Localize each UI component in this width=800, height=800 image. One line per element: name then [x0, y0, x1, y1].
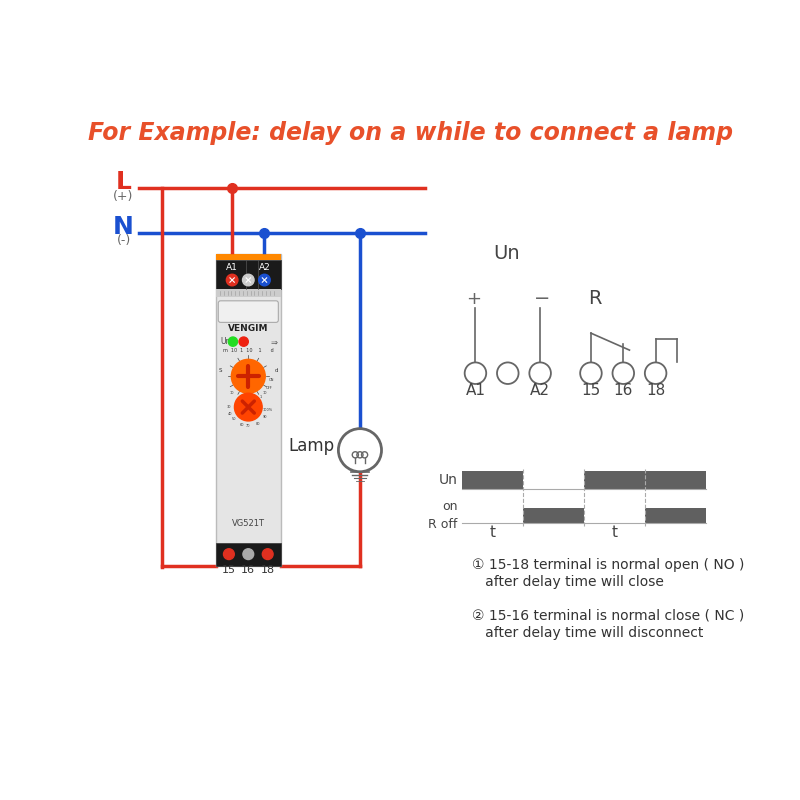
Text: 60: 60	[239, 423, 244, 427]
Text: −: −	[534, 289, 550, 308]
Text: Un: Un	[221, 337, 231, 346]
Text: Un: Un	[439, 473, 458, 487]
Circle shape	[223, 549, 234, 559]
Text: For Example: delay on a while to connect a lamp: For Example: delay on a while to connect…	[87, 121, 733, 145]
Text: 100%: 100%	[262, 409, 272, 413]
Circle shape	[226, 274, 238, 286]
Text: ON: ON	[269, 378, 274, 382]
Text: R off: R off	[428, 518, 458, 531]
Circle shape	[262, 549, 273, 559]
Text: after delay time will disconnect: after delay time will disconnect	[472, 626, 703, 640]
Circle shape	[228, 337, 238, 346]
Text: ⇒: ⇒	[271, 337, 278, 346]
Circle shape	[231, 359, 266, 394]
Text: 40: 40	[228, 412, 233, 416]
Text: A2: A2	[258, 263, 270, 272]
Bar	[646, 508, 706, 523]
Text: 15: 15	[582, 382, 601, 398]
Text: 15: 15	[222, 566, 236, 575]
Bar	[462, 471, 523, 489]
Text: 10: 10	[263, 391, 267, 395]
Bar	[216, 254, 281, 566]
Text: Un: Un	[493, 244, 519, 263]
FancyBboxPatch shape	[218, 301, 278, 322]
Text: +: +	[466, 290, 482, 307]
Text: VENGIM: VENGIM	[228, 324, 269, 333]
Text: after delay time will close: after delay time will close	[472, 575, 663, 589]
Text: Lamp: Lamp	[289, 438, 334, 455]
Text: A1: A1	[226, 263, 238, 272]
Bar	[216, 254, 281, 260]
Text: t: t	[489, 525, 495, 540]
Bar	[216, 260, 281, 290]
Text: OFF: OFF	[266, 386, 272, 390]
Circle shape	[258, 274, 270, 286]
Text: 10: 10	[248, 398, 253, 402]
Text: (+): (+)	[114, 190, 134, 202]
Bar	[584, 471, 706, 489]
Text: 80: 80	[256, 422, 260, 426]
Text: d: d	[275, 369, 278, 374]
Circle shape	[243, 549, 254, 559]
Text: 18: 18	[646, 382, 666, 398]
Text: 16: 16	[614, 382, 633, 398]
Text: 1: 1	[259, 395, 262, 399]
Text: S: S	[218, 369, 222, 374]
Text: 70: 70	[246, 424, 250, 428]
Text: 18: 18	[261, 566, 274, 575]
Text: VG521T: VG521T	[232, 518, 265, 528]
Bar	[523, 508, 584, 523]
Text: 90: 90	[262, 414, 267, 418]
Text: 30: 30	[227, 405, 231, 409]
Bar	[216, 542, 281, 566]
Text: on: on	[442, 500, 458, 513]
Text: t: t	[612, 525, 618, 540]
Text: ① 15-18 terminal is normal open ( NO ): ① 15-18 terminal is normal open ( NO )	[472, 558, 744, 572]
Text: (-): (-)	[117, 234, 130, 247]
Text: A2: A2	[530, 382, 550, 398]
Text: 16: 16	[242, 566, 255, 575]
Text: L: L	[116, 170, 131, 194]
Text: A1: A1	[466, 382, 486, 398]
Text: ② 15-16 terminal is normal close ( NC ): ② 15-16 terminal is normal close ( NC )	[472, 609, 744, 623]
Text: N: N	[113, 215, 134, 239]
Circle shape	[242, 274, 254, 286]
Text: 1: 1	[239, 397, 242, 401]
Circle shape	[234, 394, 262, 421]
Text: 10: 10	[229, 391, 234, 395]
Bar	[216, 290, 281, 297]
Text: R: R	[588, 289, 602, 308]
Circle shape	[239, 337, 248, 346]
Text: m  10  1  10    1      d: m 10 1 10 1 d	[223, 348, 274, 354]
Text: 50: 50	[231, 418, 236, 422]
